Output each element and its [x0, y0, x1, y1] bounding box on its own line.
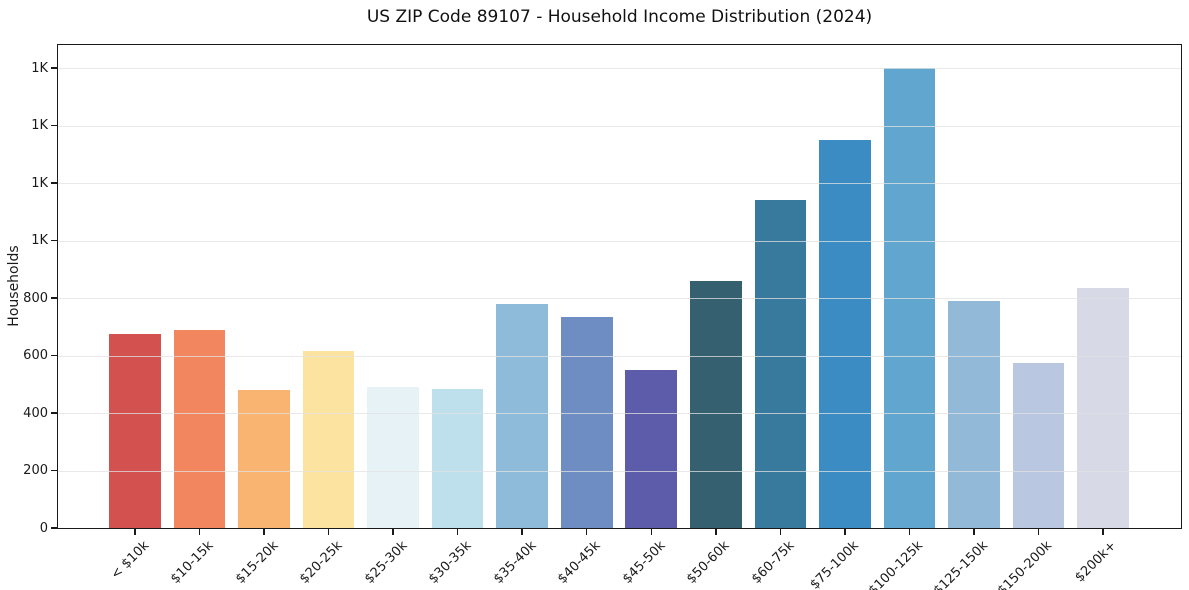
y-tick-mark — [51, 412, 57, 414]
x-tick-label: $100-125k — [866, 538, 927, 590]
chart-title: US ZIP Code 89107 - Household Income Dis… — [366, 7, 873, 27]
x-tick-label: $60-75k — [748, 538, 798, 587]
x-tick-label: $50-60k — [684, 538, 733, 587]
x-tick-mark — [134, 529, 136, 535]
x-tick-mark — [650, 529, 652, 535]
gridline-1600 — [58, 68, 1181, 69]
x-tick-label: $15-20k — [232, 538, 281, 587]
y-tick-label: 400 — [23, 405, 48, 421]
x-tick-mark — [715, 529, 717, 535]
y-tick-label: 600 — [23, 348, 48, 363]
x-tick-mark — [1102, 529, 1104, 535]
bar-50-60k — [689, 280, 742, 528]
bar-150-200k — [1012, 362, 1065, 528]
x-tick-mark — [908, 529, 911, 535]
x-tick-mark — [1037, 529, 1040, 535]
x-tick-mark — [327, 529, 330, 535]
bar-75-100k — [819, 139, 871, 528]
x-tick-mark — [844, 529, 846, 535]
y-tick-label: 1K — [31, 233, 48, 248]
bar-30-35k — [431, 388, 484, 528]
y-axis-label: Households — [6, 245, 22, 327]
x-tick-label: $125-150k — [930, 538, 991, 590]
bar-40-45k — [560, 316, 613, 528]
bar-45-50k — [625, 369, 678, 528]
x-tick-label: $10-15k — [167, 538, 217, 587]
x-tick-label: $30-35k — [426, 538, 475, 587]
x-tick-mark — [198, 529, 201, 535]
gridline-1200 — [58, 183, 1181, 184]
bar-25-30k — [367, 387, 419, 528]
x-tick-label: $25-30k — [361, 538, 411, 587]
x-tick-label: $20-25k — [297, 538, 346, 587]
y-tick-mark — [51, 297, 57, 299]
bar-10k — [109, 333, 161, 528]
x-tick-mark — [456, 529, 459, 535]
x-tick-mark — [585, 529, 588, 535]
y-tick-label: 1K — [31, 118, 48, 133]
y-tick-label: 0 — [39, 520, 48, 536]
y-tick-mark — [51, 124, 57, 127]
bar-60-75k — [754, 200, 807, 528]
bar-125-150k — [948, 300, 1000, 528]
x-tick-label: $150-200k — [995, 538, 1056, 590]
gridline-1400 — [58, 125, 1181, 127]
gridline-200 — [58, 470, 1181, 472]
x-tick-mark — [521, 529, 523, 535]
bar-200k — [1077, 287, 1129, 528]
y-tick-mark — [51, 182, 57, 184]
x-tick-label: $35-40k — [490, 538, 540, 587]
bar-35-40k — [496, 303, 548, 528]
y-tick-label: 800 — [23, 290, 48, 306]
x-tick-label: $40-45k — [555, 538, 604, 587]
y-tick-label: 200 — [23, 463, 48, 478]
y-tick-mark — [51, 239, 57, 242]
y-tick-mark — [51, 67, 57, 69]
gridline-600 — [58, 355, 1181, 357]
x-tick-mark — [263, 529, 265, 535]
y-tick-label: 1K — [31, 60, 48, 76]
y-tick-mark — [51, 469, 57, 472]
bar-20-25k — [302, 351, 355, 528]
x-tick-mark — [392, 529, 394, 535]
gridline-1000 — [58, 240, 1181, 242]
bar-15-20k — [238, 390, 290, 528]
x-tick-label: $200k+ — [1072, 538, 1120, 586]
x-tick-mark — [973, 529, 975, 535]
x-tick-mark — [779, 529, 782, 535]
x-tick-label: $75-100k — [807, 538, 862, 590]
gridline-400 — [58, 413, 1181, 414]
y-tick-label: 1K — [31, 175, 48, 191]
gridline-800 — [58, 298, 1181, 299]
x-tick-label: < $10k — [107, 538, 152, 583]
y-tick-mark — [51, 354, 57, 357]
bar-10-15k — [173, 329, 226, 528]
y-tick-mark — [51, 527, 57, 529]
x-tick-label: $45-50k — [619, 538, 669, 587]
